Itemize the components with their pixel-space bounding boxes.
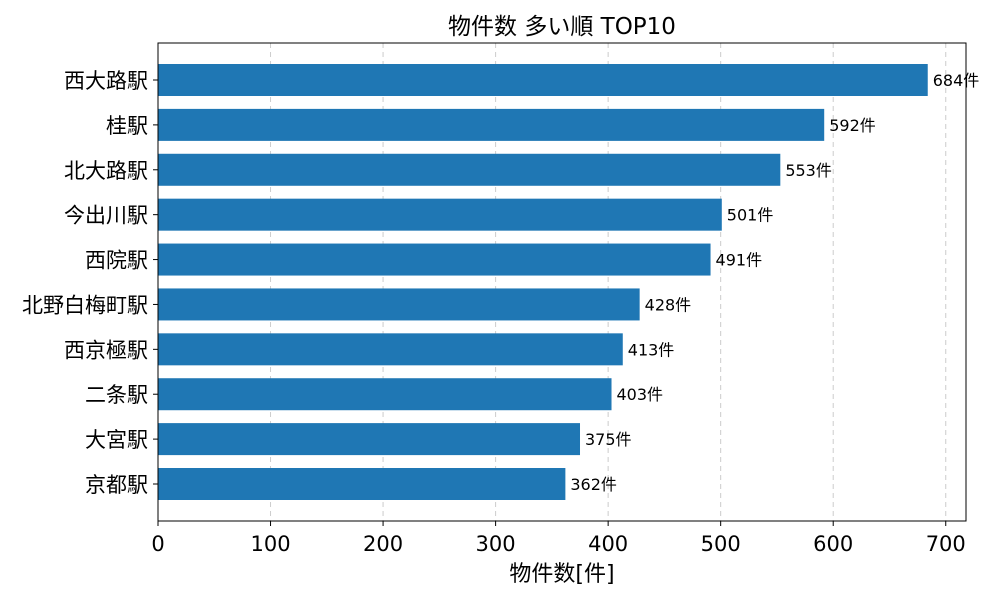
bars — [158, 64, 928, 500]
bar-value-label: 428件 — [645, 295, 692, 314]
bar — [158, 243, 711, 276]
y-tick-label: 西大路駅 — [64, 69, 148, 93]
bar-value-label: 362件 — [570, 475, 617, 494]
y-tick-label: 大宮駅 — [85, 428, 148, 452]
value-labels: 684件 592件 553件 501件 491件 428件 413件 403件 375件 362件 — [570, 71, 979, 494]
plot-frame — [157, 42, 967, 522]
bar-value-label: 413件 — [628, 340, 675, 359]
x-tick-label: 500 — [701, 532, 741, 556]
x-tick-label: 200 — [363, 532, 403, 556]
x-tick-label: 700 — [926, 532, 966, 556]
bar — [158, 423, 581, 456]
chart-title: 物件数 多い順 TOP10 — [448, 14, 676, 40]
x-tick-label: 0 — [151, 532, 164, 556]
bar — [158, 333, 623, 366]
y-tick-label: 桂駅 — [106, 114, 148, 138]
bar — [158, 468, 566, 500]
y-tick-label: 北大路駅 — [64, 159, 148, 183]
y-tick-label: 西京極駅 — [64, 338, 148, 362]
bar-value-label: 684件 — [933, 71, 980, 90]
x-tick-label: 100 — [250, 532, 290, 556]
x-tick-label: 600 — [813, 532, 853, 556]
bar-value-label: 592件 — [829, 116, 876, 135]
y-tick-label: 西院駅 — [85, 249, 148, 273]
bar — [158, 108, 825, 141]
bar-value-label: 553件 — [785, 161, 832, 180]
bar-value-label: 403件 — [617, 385, 664, 404]
y-tick-label: 今出川駅 — [64, 204, 148, 228]
bar — [158, 198, 722, 231]
x-tick-label: 400 — [588, 532, 628, 556]
bar — [158, 288, 640, 321]
bar — [158, 153, 781, 186]
x-tick-label: 300 — [476, 532, 516, 556]
bar-value-label: 501件 — [727, 206, 774, 225]
x-axis-label: 物件数[件] — [509, 562, 614, 587]
y-tick-label: 京都駅 — [85, 473, 148, 497]
bar-value-label: 491件 — [716, 251, 763, 270]
bar — [158, 64, 928, 96]
bar-value-label: 375件 — [585, 430, 632, 449]
bar — [158, 378, 612, 411]
y-tick-label: 二条駅 — [85, 383, 148, 407]
y-tick-label: 北野白梅町駅 — [22, 293, 148, 317]
